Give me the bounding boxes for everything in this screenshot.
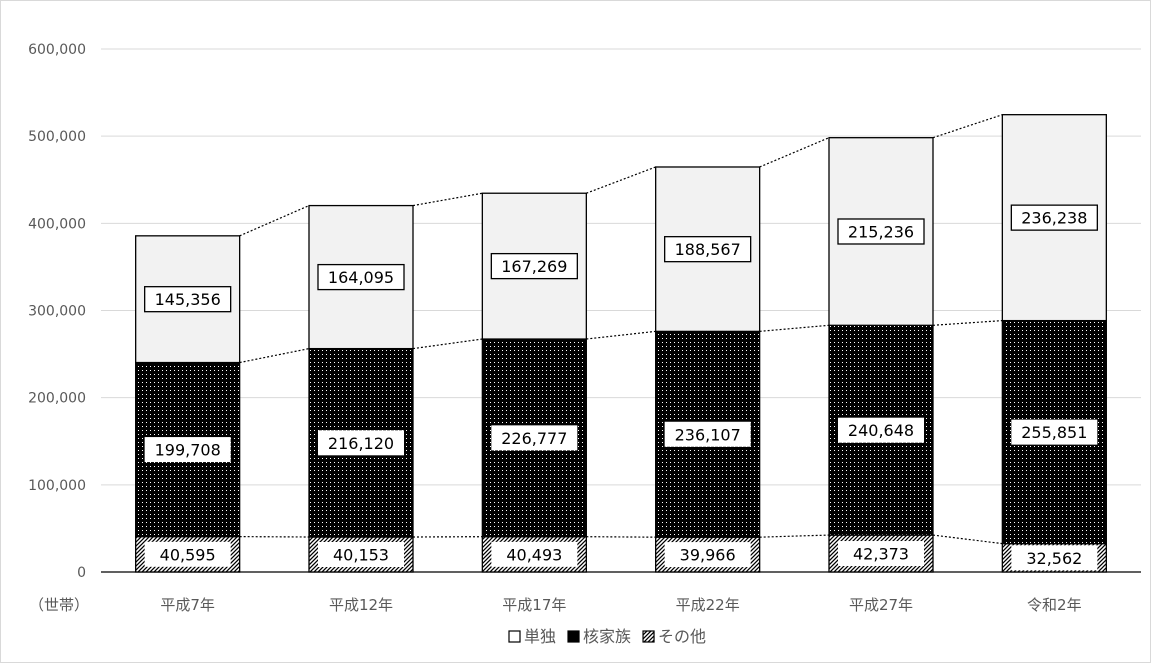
legend-item: 核家族: [568, 627, 631, 646]
y-axis-unit-label: （世帯）: [29, 596, 89, 614]
svg-text:40,153: 40,153: [333, 546, 389, 565]
legend-item: その他: [643, 627, 706, 646]
svg-text:42,373: 42,373: [853, 545, 909, 564]
x-axis-categories: 平成7年 平成12年 平成17年 平成22年 平成27年 令和2年: [160, 596, 1081, 614]
x-category-label: 平成22年: [676, 596, 740, 614]
y-tick-label: 100,000: [28, 478, 86, 494]
y-axis-ticks: 0 100,000 200,000 300,000 400,000 500,000 600,…: [28, 42, 86, 581]
bars: [136, 115, 1107, 572]
x-category-label: 平成7年: [160, 596, 215, 614]
data-label: 188,567: [665, 237, 751, 262]
x-category-label: 平成27年: [849, 596, 913, 614]
series-line: [760, 325, 829, 331]
y-tick-label: 200,000: [28, 391, 86, 407]
svg-text:215,236: 215,236: [848, 222, 914, 241]
y-tick-label: 500,000: [28, 129, 86, 145]
data-label: 199,708: [145, 437, 231, 462]
data-label: 40,493: [491, 542, 577, 567]
series-line: [933, 115, 1002, 138]
legend-swatch: [509, 631, 520, 642]
legend-label: その他: [658, 627, 706, 646]
legend: 単独 核家族 その他: [509, 627, 706, 646]
legend-label: 核家族: [583, 627, 631, 646]
data-label: 240,648: [838, 418, 924, 443]
svg-text:236,107: 236,107: [675, 425, 741, 444]
series-line: [760, 138, 829, 167]
data-label: 226,777: [491, 425, 577, 450]
legend-item: 単独: [509, 627, 556, 646]
svg-text:240,648: 240,648: [848, 421, 914, 440]
series-line: [586, 331, 655, 339]
data-label: 42,373: [838, 541, 924, 566]
series-line: [933, 321, 1002, 326]
svg-text:255,851: 255,851: [1021, 423, 1087, 442]
svg-text:188,567: 188,567: [675, 240, 741, 259]
data-label: 145,356: [145, 287, 231, 312]
svg-text:226,777: 226,777: [501, 429, 567, 448]
gridlines: [101, 49, 1141, 572]
series-line: [586, 167, 655, 193]
svg-text:236,238: 236,238: [1021, 209, 1087, 228]
data-label: 236,238: [1011, 205, 1097, 230]
y-tick-label: 400,000: [28, 216, 86, 232]
data-label: 164,095: [318, 265, 404, 290]
svg-text:40,493: 40,493: [506, 545, 562, 564]
svg-text:167,269: 167,269: [501, 257, 567, 276]
svg-text:145,356: 145,356: [155, 290, 221, 309]
legend-label: 単独: [524, 627, 556, 646]
data-label: 216,120: [318, 430, 404, 455]
series-line: [933, 535, 1002, 544]
svg-text:216,120: 216,120: [328, 434, 394, 453]
legend-swatch: [643, 631, 654, 642]
data-label: 39,966: [665, 542, 751, 567]
svg-text:39,966: 39,966: [680, 546, 736, 565]
x-category-label: 令和2年: [1027, 596, 1082, 614]
y-tick-label: 300,000: [28, 304, 86, 320]
series-line: [760, 535, 829, 537]
svg-text:199,708: 199,708: [155, 441, 221, 460]
series-line: [413, 339, 482, 349]
data-labels: 40,595 40,153 40,493 39,966 42,373 32,562 199,…: [145, 205, 1098, 570]
x-category-label: 平成12年: [329, 596, 393, 614]
series-line: [240, 349, 309, 363]
svg-text:40,595: 40,595: [160, 545, 216, 564]
data-label: 236,107: [665, 422, 751, 447]
data-label: 40,153: [318, 542, 404, 567]
legend-swatch: [568, 631, 579, 642]
data-label: 40,595: [145, 542, 231, 567]
y-tick-label: 0: [77, 565, 86, 581]
svg-text:32,562: 32,562: [1026, 549, 1082, 568]
x-category-label: 平成17年: [502, 596, 566, 614]
data-label: 32,562: [1011, 545, 1097, 570]
svg-text:164,095: 164,095: [328, 268, 394, 287]
data-label: 255,851: [1011, 420, 1097, 445]
series-line: [413, 193, 482, 205]
y-tick-label: 600,000: [28, 42, 86, 58]
data-label: 167,269: [491, 254, 577, 279]
data-label: 215,236: [838, 219, 924, 244]
series-line: [240, 206, 309, 236]
